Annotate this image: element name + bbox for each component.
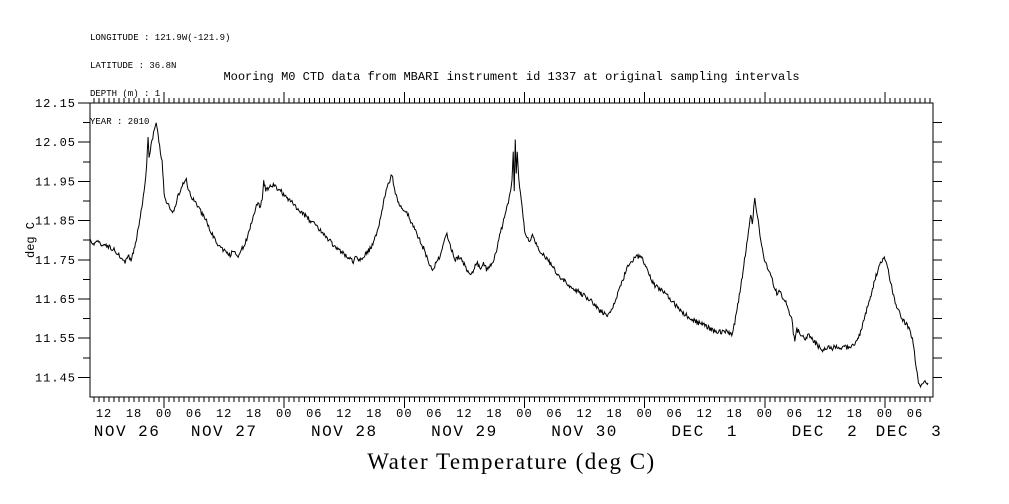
x-axis-hour-label: 06 (666, 407, 682, 421)
x-axis-hour-label: 18 (126, 407, 142, 421)
x-axis-hour-label: 00 (396, 407, 412, 421)
x-axis-hour-label: 12 (817, 407, 833, 421)
x-axis-hour-label: 18 (847, 407, 863, 421)
y-axis-tick-label: 12.15 (35, 97, 76, 111)
x-axis-hour-label: 06 (426, 407, 442, 421)
x-axis-hour-label: 00 (757, 407, 773, 421)
x-axis-hour-label: 18 (246, 407, 262, 421)
x-axis-hour-label: 12 (456, 407, 472, 421)
x-axis-hour-label: 06 (787, 407, 803, 421)
x-axis-hour-label: 00 (636, 407, 652, 421)
x-axis-hour-label: 06 (907, 407, 923, 421)
x-axis-date-label: NOV 30 (551, 423, 618, 441)
x-axis-hour-label: 00 (516, 407, 532, 421)
y-axis-tick-label: 11.65 (35, 293, 76, 307)
x-axis-date-label: DEC 3 (876, 423, 943, 441)
y-axis-tick-label: 11.85 (35, 215, 76, 229)
x-axis-hour-label: 12 (216, 407, 232, 421)
x-axis-hour-label: 18 (366, 407, 382, 421)
plot-frame (89, 102, 934, 398)
x-axis-title: Water Temperature (deg C) (367, 449, 656, 474)
metadata-year: YEAR : 2010 (90, 117, 150, 128)
x-axis-date-label: NOV 26 (94, 423, 161, 441)
x-axis-hour-label: 12 (697, 407, 713, 421)
metadata-depth: DEPTH (m) : 1 (90, 89, 161, 100)
y-axis-tick-label: 12.05 (35, 136, 76, 150)
x-axis-hour-label: 18 (727, 407, 743, 421)
x-axis-hour-label: 06 (306, 407, 322, 421)
y-axis-tick-label: 11.45 (35, 371, 76, 385)
x-axis-hour-label: 00 (156, 407, 172, 421)
chart-title: Mooring M0 CTD data from MBARI instrumen… (223, 70, 800, 84)
x-axis-hour-label: 12 (96, 407, 112, 421)
x-axis-date-label: NOV 27 (191, 423, 258, 441)
x-axis-date-label: NOV 28 (311, 423, 378, 441)
x-axis-date-label: DEC 2 (792, 423, 859, 441)
x-axis-hour-label: 12 (576, 407, 592, 421)
water-temperature-series (89, 122, 929, 389)
x-axis-hour-label: 18 (486, 407, 502, 421)
x-axis-hour-label: 00 (276, 407, 292, 421)
x-axis-hour-label: 00 (877, 407, 893, 421)
x-axis-hour-label: 06 (186, 407, 202, 421)
y-axis-tick-label: 11.95 (35, 175, 76, 189)
y-axis-tick-label: 11.55 (35, 332, 76, 346)
x-axis-hour-label: 12 (336, 407, 352, 421)
metadata-longitude: LONGITUDE : 121.9W(-121.9) (90, 32, 231, 43)
x-axis-hour-label: 18 (606, 407, 622, 421)
metadata-block: LONGITUDE : 121.9W(-121.9) LATITUDE : 36… (90, 15, 230, 147)
x-axis-date-label: DEC 1 (671, 423, 738, 441)
metadata-latitude: LATITUDE : 36.8N (90, 61, 177, 72)
x-axis-hour-label: 06 (546, 407, 562, 421)
y-axis-tick-label: 11.75 (35, 254, 76, 268)
x-axis-date-label: NOV 29 (431, 423, 498, 441)
